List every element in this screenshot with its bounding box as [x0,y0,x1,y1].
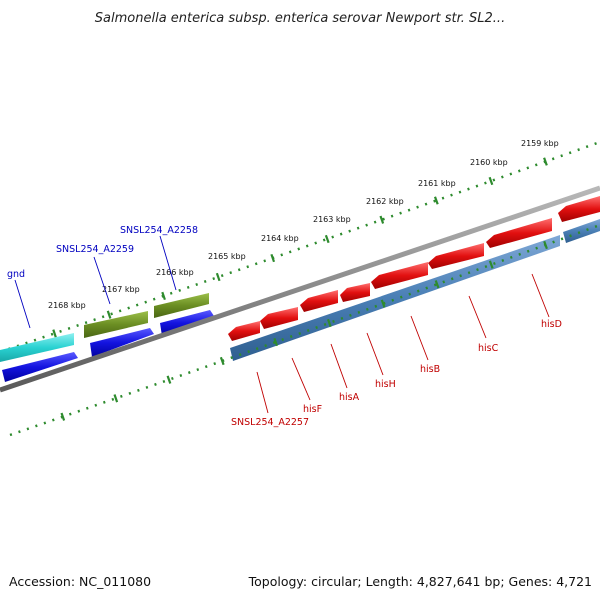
inner-scale-ring [9,223,600,437]
gene-A2259-arrow[interactable] [90,328,154,357]
gene-gnd-cyan[interactable] [0,333,74,362]
major-tick [60,412,66,421]
outer-scale-ring [0,140,600,354]
major-tick [543,240,548,250]
major-tick [379,215,385,224]
scale-label: 2161 kbp [418,179,456,188]
gene-label[interactable]: SNSL254_A2257 [231,417,309,428]
major-tick [215,272,221,282]
genome-backbone [0,185,600,393]
major-tick [380,299,386,308]
forward-strand-genes [0,293,214,382]
gene-labels-above: gnd SNSL254_A2259 SNSL254_A2258 [7,225,198,280]
gene-next-red[interactable] [558,196,600,222]
major-tick [488,260,494,269]
inner-major-ticks [60,240,548,421]
major-tick [433,196,439,205]
gene-A2259-olive[interactable] [84,311,148,338]
major-tick [324,234,330,244]
major-tick [106,310,112,319]
scale-label: 2162 kbp [366,197,404,206]
scale-label: 2165 kbp [208,252,246,261]
major-tick [219,356,225,366]
major-tick [273,337,279,347]
gene-label[interactable]: SNSL254_A2259 [56,244,134,255]
major-tick [270,253,276,263]
major-tick [113,394,119,403]
gene-hisD[interactable] [486,218,552,248]
major-tick [52,329,57,338]
gene-label[interactable]: hisA [339,392,360,403]
gene-label[interactable]: hisB [420,364,440,375]
scale-labels: 2168 kbp 2167 kbp 2166 kbp 2165 kbp 2164… [48,139,559,310]
gene-label[interactable]: hisH [375,379,396,390]
major-tick [488,176,494,186]
reverse-strand-genes [228,196,600,361]
accession-text: Accession: NC_011080 [9,574,151,589]
gene-hisA[interactable] [300,290,338,312]
major-tick [543,157,548,166]
gene-labels-below: SNSL254_A2257 hisF hisA hisH hisB hisC h… [231,319,562,428]
gene-label[interactable]: hisD [541,319,562,330]
scale-label: 2166 kbp [156,268,194,277]
steel-band-next [563,219,600,243]
gene-gnd-arrow[interactable] [2,352,78,382]
gene-label[interactable]: hisF [303,404,322,415]
steel-band-operon [230,235,560,361]
scale-label: 2160 kbp [470,158,508,167]
gene-label[interactable]: SNSL254_A2258 [120,225,198,236]
major-tick [161,291,166,301]
scale-label: 2167 kbp [102,285,140,294]
scale-label: 2159 kbp [521,139,559,148]
gene-A2257[interactable] [228,321,260,341]
major-tick [166,375,172,384]
gene-label[interactable]: hisC [478,343,499,354]
major-tick [434,280,440,289]
scale-label: 2168 kbp [48,301,86,310]
gene-hisC[interactable] [428,243,484,269]
gene-hisH[interactable] [340,283,370,302]
map-title: Salmonella enterica subsp. enterica sero… [95,11,505,26]
scale-label: 2164 kbp [261,234,299,243]
outer-major-ticks [52,157,548,338]
scale-label: 2163 kbp [313,215,351,224]
gene-label[interactable]: gnd [7,269,25,280]
leader-lines [14,235,550,414]
topology-text: Topology: circular; Length: 4,827,641 bp… [248,574,592,589]
major-tick [326,318,332,328]
gene-A2258-olive[interactable] [154,293,209,318]
gene-hisB[interactable] [371,262,428,289]
gene-hisF[interactable] [260,307,298,329]
